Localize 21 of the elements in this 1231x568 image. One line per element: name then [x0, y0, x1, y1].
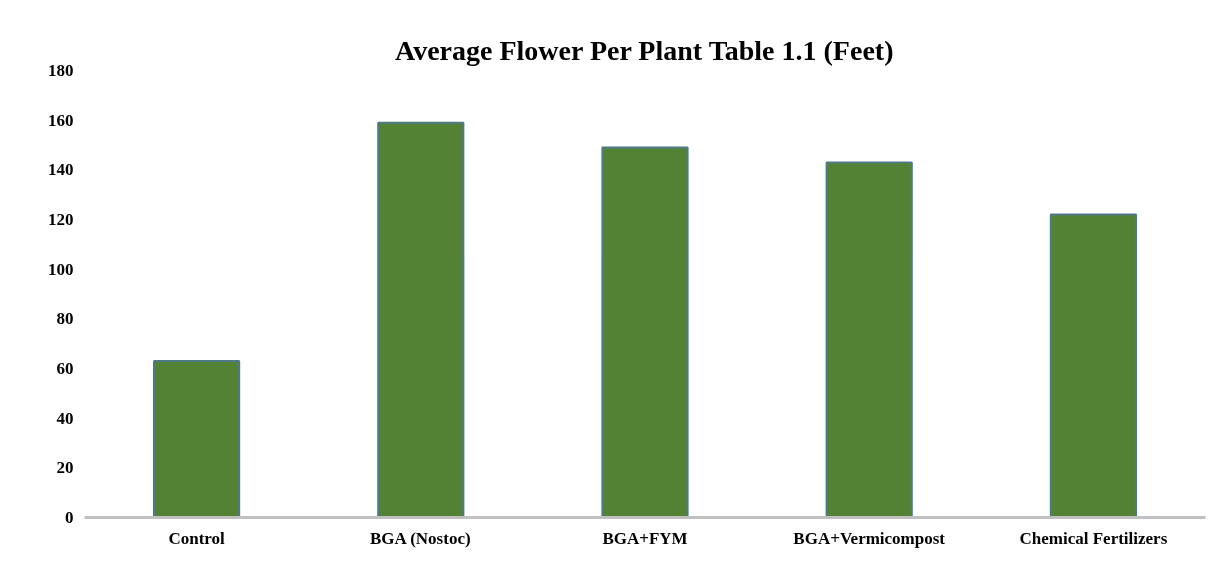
- y-tick-label: 20: [56, 458, 74, 478]
- x-tick-label: BGA+Vermicompost: [793, 528, 946, 548]
- x-tick-label: BGA (Nostoc): [370, 528, 471, 548]
- y-tick-label: 0: [65, 508, 74, 527]
- x-tick-label: Chemical Fertilizers: [1019, 528, 1168, 548]
- y-tick-label: 60: [56, 359, 74, 378]
- y-tick-label: 120: [48, 210, 74, 229]
- chart-title: Average Flower Per Plant Table 1.1 (Feet): [395, 34, 894, 66]
- bar: [377, 121, 465, 518]
- bar: [825, 161, 913, 518]
- y-tick-label: 180: [48, 61, 74, 80]
- y-tick-label: 40: [56, 408, 74, 428]
- bar: [1049, 213, 1137, 518]
- x-tick-label: Control: [168, 528, 226, 548]
- bar: [601, 146, 689, 518]
- y-tick-label: 160: [48, 110, 74, 130]
- y-tick-label: 80: [56, 309, 74, 329]
- bar: [153, 360, 241, 518]
- x-tick-label: BGA+FYM: [602, 528, 688, 548]
- y-tick-label: 100: [48, 259, 74, 279]
- y-tick-label: 140: [48, 160, 74, 180]
